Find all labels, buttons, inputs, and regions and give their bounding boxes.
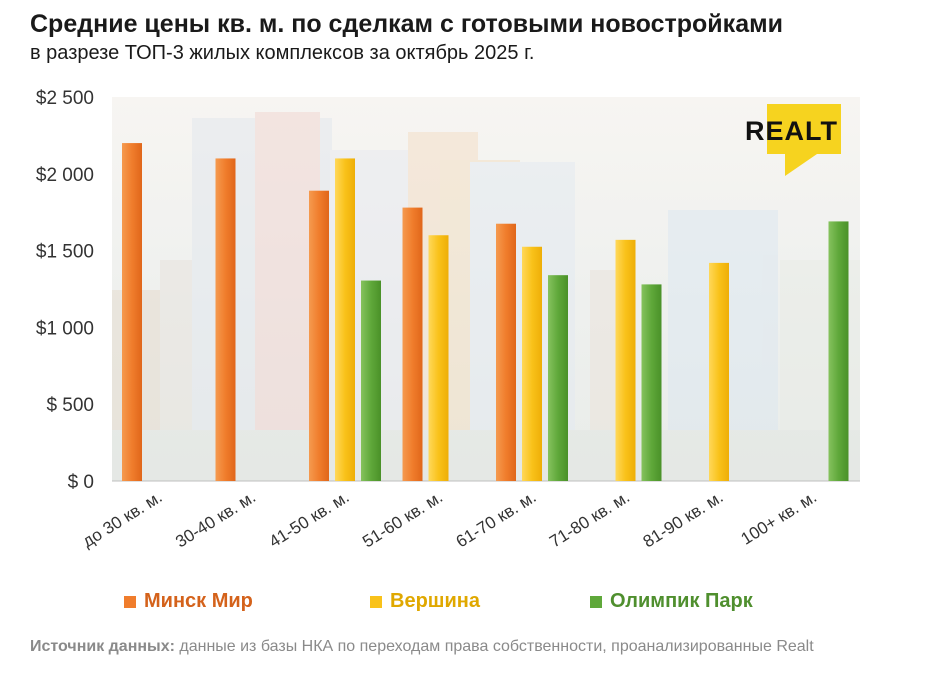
logo-text: REALT <box>745 116 838 146</box>
x-tick-label: до 30 кв. м. <box>79 487 165 551</box>
x-tick-label: 71-80 кв. м. <box>546 487 633 551</box>
y-tick-label: $1 500 <box>36 242 94 263</box>
x-tick-label: 100+ кв. м. <box>738 487 820 548</box>
y-tick-label: $2 500 <box>36 88 94 109</box>
bars-group <box>122 143 849 482</box>
y-axis: $ 0 $ 500 $1 000 $1 500 $2 000 $2 500 <box>36 88 94 493</box>
x-tick-label: 41-50 кв. м. <box>266 487 353 551</box>
bar-olimpik-park <box>828 221 849 481</box>
bar-vershina <box>428 235 449 481</box>
bar-vershina <box>522 246 542 481</box>
x-tick-label: 61-70 кв. м. <box>453 487 540 551</box>
x-tick-label: 30-40 кв. м. <box>172 487 259 551</box>
legend-label-vershina: Вершина <box>390 590 480 612</box>
bar-minsk-mir <box>309 190 329 482</box>
bar-minsk-mir <box>215 158 236 481</box>
bar-chart: $ 0 $ 500 $1 000 $1 500 $2 000 $2 500 до 30 к… <box>36 88 860 551</box>
x-axis: до 30 кв. м. 30-40 кв. м. 41-50 кв. м. 51-6… <box>79 487 820 551</box>
y-tick-label: $1 000 <box>36 318 94 339</box>
source-label: Источник данных: <box>30 638 175 655</box>
y-tick-label: $ 500 <box>46 395 94 416</box>
legend-label-minsk-mir: Минск Мир <box>144 590 253 612</box>
x-tick-label: 51-60 кв. м. <box>359 487 446 551</box>
legend-swatch-minsk-mir <box>124 595 136 608</box>
bar-minsk-mir <box>402 207 423 482</box>
x-tick-label: 81-90 кв. м. <box>640 487 727 551</box>
chart-subtitle: в разрезе ТОП-3 жилых комплексов за октя… <box>30 42 535 64</box>
bar-vershina <box>615 239 636 481</box>
data-source: Источник данных: данные из базы НКА по п… <box>30 638 814 656</box>
bar-olimpik-park <box>548 275 568 481</box>
legend-item-vershina: Вершина <box>370 590 480 613</box>
y-tick-label: $2 000 <box>36 165 94 186</box>
bar-minsk-mir <box>122 143 142 481</box>
bar-vershina <box>709 262 729 481</box>
bar-olimpik-park <box>641 284 662 481</box>
legend: Минск Мир Вершина Олимпик Парк <box>0 590 933 620</box>
source-text: данные из базы НКА по переходам права со… <box>174 638 814 655</box>
y-tick-label: $ 0 <box>68 472 94 493</box>
legend-swatch-vershina <box>370 595 382 608</box>
bar-vershina <box>335 158 355 481</box>
legend-swatch-olimpik-park <box>590 595 602 608</box>
bar-minsk-mir <box>496 223 516 481</box>
legend-item-olimpik-park: Олимпик Парк <box>590 590 753 613</box>
legend-label-olimpik-park: Олимпик Парк <box>610 590 753 612</box>
bar-olimpik-park <box>361 280 381 481</box>
legend-item-minsk-mir: Минск Мир <box>124 590 253 613</box>
realt-logo: REALT <box>745 104 841 176</box>
chart-title: Средние цены кв. м. по сделкам с готовым… <box>30 10 783 38</box>
